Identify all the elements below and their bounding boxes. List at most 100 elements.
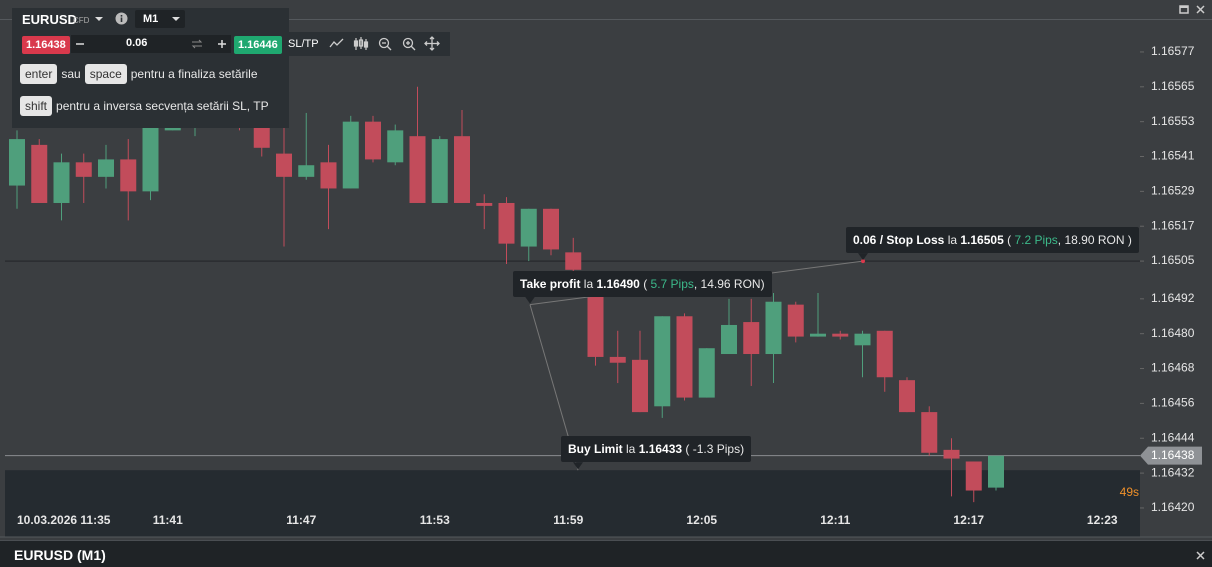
y-tick-label: 1.16480 <box>1151 326 1195 340</box>
order-panel: EURUSD CFD M1 enter sau space pentru a fina… <box>12 8 289 128</box>
order-label-pointer <box>525 296 535 304</box>
candle-body <box>454 136 470 203</box>
order-label-text: la <box>944 233 961 248</box>
y-tick-label: 1.16529 <box>1151 184 1195 198</box>
candle-body <box>320 162 337 189</box>
timeframe-select[interactable]: M1 <box>135 10 185 28</box>
x-tick-label: 12:17 <box>953 513 984 527</box>
order-label-pointer <box>858 253 868 261</box>
candle-body <box>365 121 381 160</box>
order-label-text: Take profit <box>520 276 581 291</box>
candle-body <box>9 139 25 186</box>
dropdown-arrow <box>172 17 180 21</box>
sltp-button[interactable]: SL/TP <box>288 38 319 50</box>
y-tick-label: 1.16432 <box>1151 465 1195 479</box>
stop-loss-point <box>861 259 865 264</box>
chart-tools[interactable] <box>328 36 450 52</box>
close-icon[interactable] <box>1196 551 1205 560</box>
candle-body <box>565 252 582 270</box>
buy-limit-zone <box>5 470 1140 537</box>
order-label-text: ( <box>1003 233 1015 248</box>
candle-body <box>142 124 159 192</box>
timeframe: M1 <box>143 13 159 25</box>
y-tick-label: 1.16492 <box>1151 291 1195 305</box>
candle-body <box>654 316 671 407</box>
candle-body <box>53 162 70 203</box>
order-label-text: 1.16433 <box>638 442 683 457</box>
candle-body <box>498 202 515 244</box>
order-label-text: 0.06 / Stop Loss <box>853 233 945 248</box>
hint-text: sau <box>61 67 81 81</box>
x-tick-label: 11:41 <box>153 513 183 527</box>
y-tick-label: 1.16444 <box>1151 430 1195 444</box>
hint-line: shift pentru a inversa secvența setării S… <box>20 96 273 116</box>
x-tick-label: 10.03.2026 11:35 <box>17 513 111 527</box>
key-badge: space <box>84 64 127 84</box>
candle-body <box>832 333 849 337</box>
order-label-text: 1.16490 <box>596 276 640 291</box>
order-label-text: la <box>580 276 597 291</box>
x-tick-label: 11:53 <box>420 513 450 527</box>
candle-body <box>698 348 715 398</box>
key-badge: shift <box>20 96 53 116</box>
order-label-text: 1.16505 <box>960 233 1004 248</box>
dropdown-arrow[interactable] <box>94 16 104 22</box>
candle-body <box>721 324 737 355</box>
y-tick-label: 1.16505 <box>1151 253 1195 267</box>
plus-button[interactable] <box>217 39 227 49</box>
symbol[interactable]: EURUSD <box>22 12 77 27</box>
current-price-label: 1.16438 <box>1151 448 1195 462</box>
info-icon[interactable] <box>115 12 128 25</box>
candle-body <box>120 159 137 192</box>
order-label-text: , 14.96 RON) <box>693 276 765 291</box>
current-price-flag <box>1140 446 1202 465</box>
candle-body <box>609 356 626 363</box>
order-row: 1.16438 0.06 1.16446 SL/TP <box>12 32 450 56</box>
order-label-text: ( <box>639 276 651 291</box>
candle-body <box>476 202 493 206</box>
window-icons[interactable] <box>1178 4 1208 16</box>
order-label: Take profit la 1.16490 ( 5.7 Pips, 14.96… <box>513 270 772 297</box>
candle-body <box>98 159 114 177</box>
candle-body <box>921 412 938 453</box>
swap-icon[interactable] <box>191 39 203 49</box>
order-label-text: 7.2 Pips <box>1014 233 1058 248</box>
candle-body <box>31 144 48 203</box>
y-tick-label: 1.16565 <box>1151 79 1195 93</box>
candle-body <box>587 278 604 357</box>
candle-body <box>899 380 915 413</box>
y-tick-label: 1.16541 <box>1151 149 1195 163</box>
candle-body <box>75 162 92 177</box>
y-tick-label: 1.16468 <box>1151 361 1195 375</box>
y-tick-label: 1.16456 <box>1151 396 1195 410</box>
hint-text: pentru a inversa secvența setării SL, TP <box>56 99 269 113</box>
order-label-text: ( -1.3 Pips) <box>682 442 745 457</box>
candle-body <box>632 359 648 413</box>
candle-body <box>876 330 893 378</box>
candle-body <box>298 165 315 177</box>
footer: EURUSD (M1) <box>0 540 1212 567</box>
candle-body <box>943 449 960 459</box>
buy-price[interactable]: 1.16446 <box>234 36 282 54</box>
x-tick-label: 12:23 <box>1087 513 1118 527</box>
order-label: Buy Limit la 1.16433 ( -1.3 Pips) <box>561 436 752 463</box>
sell-price[interactable]: 1.16438 <box>22 36 70 54</box>
y-tick-label: 1.16517 <box>1151 218 1195 232</box>
candle-body <box>743 322 760 355</box>
key-badge: enter <box>20 64 58 84</box>
hint-text: pentru a finaliza setările <box>130 67 258 81</box>
candle-body <box>988 455 1004 488</box>
candle-body <box>253 127 270 148</box>
minus-button[interactable] <box>75 40 85 48</box>
x-tick-label: 12:05 <box>686 513 717 527</box>
candle-body <box>409 136 426 203</box>
y-tick-label: 1.16553 <box>1151 114 1195 128</box>
volume: 0.06 <box>126 37 148 49</box>
candle-body <box>520 208 537 247</box>
countdown: 49s <box>1120 485 1139 499</box>
order-label-text: Buy Limit <box>568 442 623 457</box>
candle-body <box>765 301 782 355</box>
volume-input[interactable]: 0.06 <box>71 35 231 53</box>
x-tick-label: 11:59 <box>553 513 583 527</box>
